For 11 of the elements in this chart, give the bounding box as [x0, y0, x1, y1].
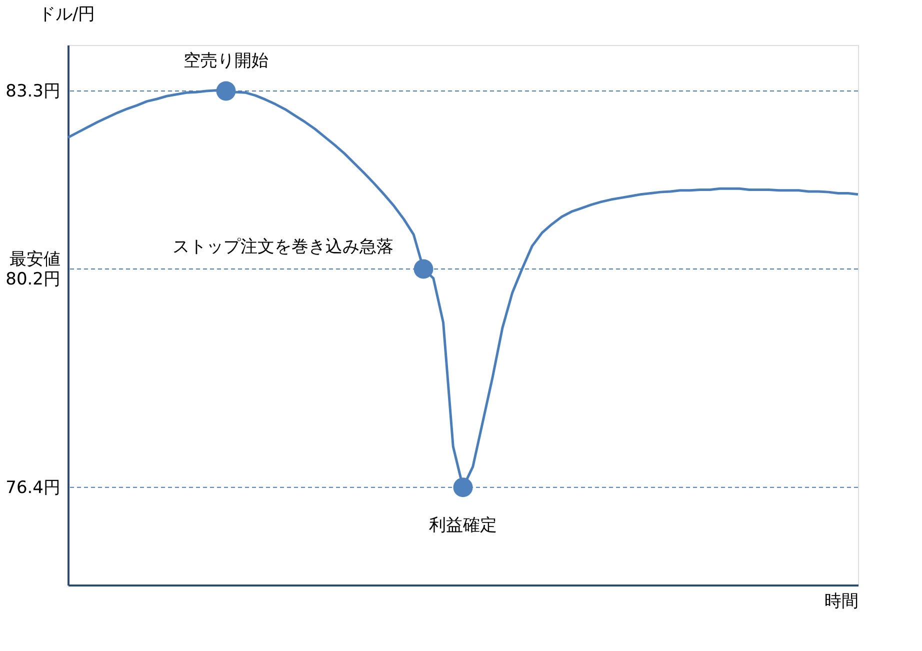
- point: [414, 259, 434, 279]
- y-axis-title: ドル/円: [38, 4, 96, 24]
- point: [453, 478, 473, 498]
- y-tick-label: 83.3円: [6, 81, 60, 102]
- annotation: 空売り開始: [184, 50, 268, 71]
- annotation: ストップ注文を巻き込み急落: [172, 237, 394, 258]
- y-tick-label: 最安値 80.2円: [6, 250, 60, 290]
- point: [216, 81, 236, 101]
- x-axis-title: 時間: [824, 592, 858, 612]
- y-tick-label: 76.4円: [6, 478, 60, 498]
- annotation: 利益確定: [429, 515, 497, 536]
